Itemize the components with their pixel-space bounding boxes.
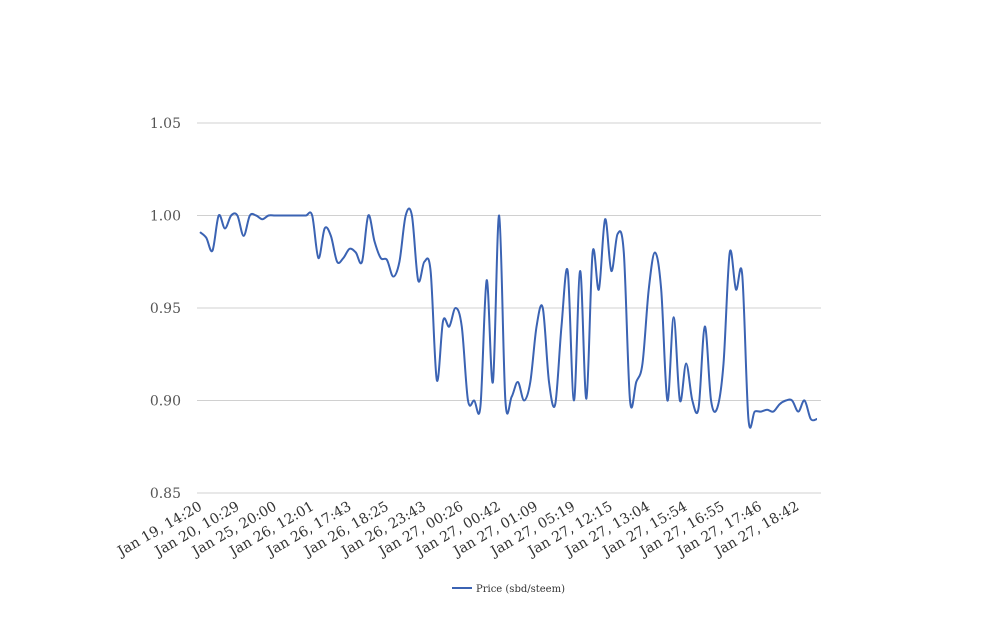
y-tick-label: 1.00 — [150, 209, 181, 225]
y-axis-ticks: 0.85 0.90 0.95 1.00 1.05 — [150, 116, 181, 502]
series-line-price — [199, 207, 818, 429]
y-tick-label: 0.95 — [150, 301, 181, 317]
y-tick-label: 1.05 — [150, 116, 181, 132]
y-tick-label: 0.85 — [150, 486, 181, 502]
legend-label: Price (sbd/steem) — [476, 584, 565, 595]
legend: Price (sbd/steem) — [452, 584, 565, 595]
series-layer — [199, 207, 818, 429]
y-tick-label: 0.90 — [150, 394, 181, 410]
